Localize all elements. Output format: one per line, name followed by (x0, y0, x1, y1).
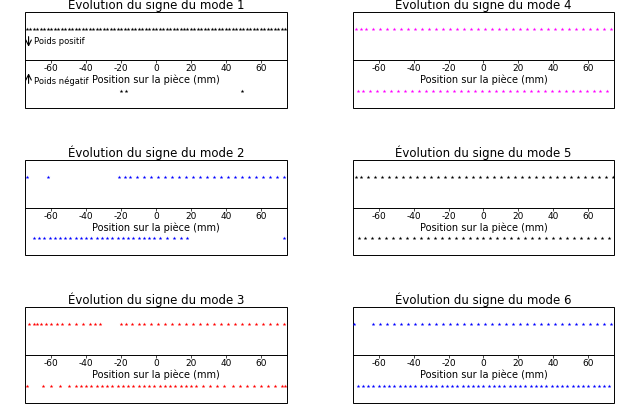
Text: Poids négatif: Poids négatif (34, 77, 88, 86)
Bar (352, 12, 614, 107)
X-axis label: Position sur la pièce (mm): Position sur la pièce (mm) (419, 75, 547, 85)
Title: Évolution du signe du mode 1: Évolution du signe du mode 1 (68, 0, 245, 12)
Title: Évolution du signe du mode 5: Évolution du signe du mode 5 (395, 145, 572, 160)
Bar (352, 160, 614, 255)
Bar (25, 308, 287, 403)
Bar (25, 12, 287, 107)
X-axis label: Position sur la pièce (mm): Position sur la pièce (mm) (419, 369, 547, 380)
X-axis label: Position sur la pièce (mm): Position sur la pièce (mm) (92, 75, 220, 85)
X-axis label: Position sur la pièce (mm): Position sur la pièce (mm) (419, 222, 547, 232)
X-axis label: Position sur la pièce (mm): Position sur la pièce (mm) (92, 222, 220, 232)
Bar (25, 160, 287, 255)
Title: Évolution du signe du mode 3: Évolution du signe du mode 3 (68, 293, 245, 308)
X-axis label: Position sur la pièce (mm): Position sur la pièce (mm) (92, 369, 220, 380)
Title: Évolution du signe du mode 4: Évolution du signe du mode 4 (395, 0, 572, 12)
Bar (352, 308, 614, 403)
Title: Évolution du signe du mode 6: Évolution du signe du mode 6 (395, 293, 572, 308)
Text: Poids positif: Poids positif (34, 37, 85, 46)
Title: Évolution du signe du mode 2: Évolution du signe du mode 2 (68, 145, 245, 160)
